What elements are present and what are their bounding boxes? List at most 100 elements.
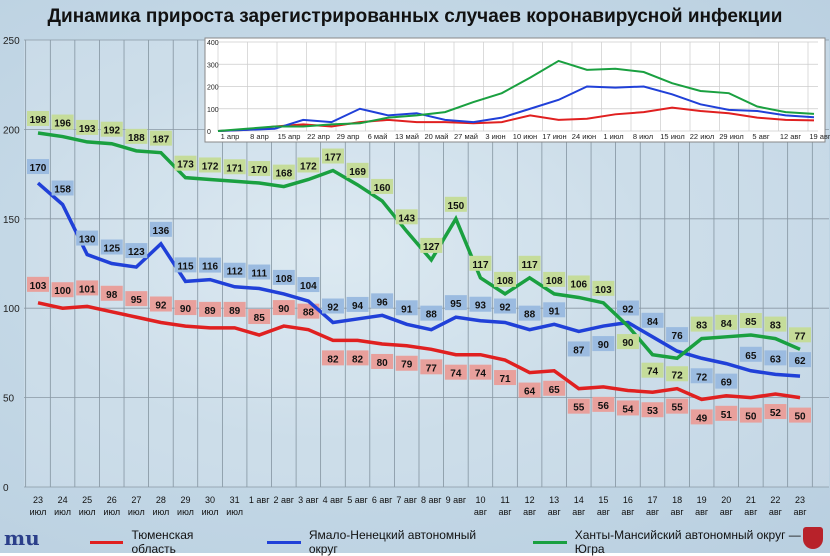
- data-label-bg: [494, 298, 517, 314]
- data-label: 51: [721, 410, 733, 421]
- data-label: 54: [622, 404, 634, 415]
- data-label-bg: [76, 119, 99, 135]
- data-label-bg: [518, 255, 541, 271]
- data-label: 71: [499, 374, 511, 385]
- data-label: 64: [524, 387, 536, 398]
- data-label-bg: [297, 157, 320, 173]
- data-label: 100: [54, 286, 71, 297]
- data-label-bg: [223, 301, 246, 317]
- x-tick-label: 2 авг: [274, 495, 295, 505]
- data-label-bg: [444, 364, 467, 380]
- data-label: 52: [770, 408, 782, 419]
- series-line-2: [37, 131, 801, 361]
- x-tick-label: июл: [202, 507, 219, 517]
- data-label-bg: [272, 269, 295, 285]
- data-label: 90: [278, 304, 290, 315]
- data-label: 85: [745, 317, 757, 328]
- inset-x-tick-label: 20 май: [425, 132, 449, 141]
- x-tick-label: авг: [671, 507, 685, 517]
- x-tick-label: 21: [746, 495, 756, 505]
- data-label-bg: [297, 277, 320, 293]
- data-label: 115: [177, 261, 194, 272]
- data-label-bg: [27, 110, 49, 126]
- data-label-bg: [469, 364, 492, 380]
- data-label-bg: [690, 368, 713, 384]
- data-label: 103: [30, 281, 47, 292]
- inset-x-tick-label: 13 май: [395, 132, 419, 141]
- data-label-bg: [715, 405, 738, 421]
- data-label: 88: [303, 308, 315, 319]
- data-label-bg: [666, 366, 689, 382]
- data-label: 171: [226, 163, 243, 174]
- data-label-bg: [199, 301, 222, 317]
- data-label: 170: [251, 165, 268, 176]
- legend: Тюменская область Ямало-Ненецкий автономн…: [90, 528, 830, 556]
- x-tick-label: 25: [82, 495, 92, 505]
- data-label: 106: [570, 279, 587, 290]
- data-label: 90: [180, 304, 192, 315]
- data-label-bg: [248, 309, 271, 325]
- data-label: 55: [672, 403, 684, 414]
- data-label-bg: [641, 362, 664, 378]
- data-label: 143: [398, 213, 415, 224]
- data-label-bg: [346, 296, 369, 312]
- data-label-bg: [174, 257, 197, 273]
- data-label: 72: [672, 370, 684, 381]
- inset-x-tick-label: 29 июл: [719, 132, 743, 141]
- data-label: 50: [794, 412, 806, 423]
- x-tick-label: 9 авг: [446, 495, 467, 505]
- inset-x-tick-label: 1 июл: [603, 132, 623, 141]
- data-label-bg: [764, 404, 787, 420]
- legend-label: Ямало-Ненецкий автономный округ: [308, 528, 477, 556]
- data-label: 69: [721, 378, 733, 389]
- data-label: 116: [202, 262, 219, 273]
- data-label-bg: [27, 276, 49, 292]
- data-label: 89: [205, 306, 217, 317]
- legend-item: Ямало-Ненецкий автономный округ: [267, 528, 505, 556]
- inset-y-tick-label: 400: [207, 40, 219, 47]
- x-tick-label: июл: [226, 507, 243, 517]
- data-label: 172: [300, 161, 317, 172]
- x-tick-label: июл: [79, 507, 96, 517]
- data-label-bg: [346, 350, 369, 366]
- data-label: 160: [374, 183, 391, 194]
- x-tick-label: авг: [498, 507, 512, 517]
- x-tick-label: 7 авг: [396, 495, 417, 505]
- inset-y-tick-label: 300: [207, 62, 219, 69]
- x-tick-label: авг: [769, 507, 783, 517]
- x-tick-label: июл: [177, 507, 194, 517]
- data-label-bg: [371, 293, 394, 309]
- y-tick-label: 50: [3, 394, 15, 405]
- legend-item: Тюменская область: [90, 528, 239, 556]
- data-label: 108: [546, 276, 563, 287]
- data-label-bg: [420, 305, 443, 321]
- data-label: 130: [79, 235, 96, 246]
- data-label: 117: [522, 260, 539, 271]
- data-label: 55: [573, 403, 585, 414]
- x-tick-label: авг: [793, 507, 807, 517]
- data-label-bg: [371, 178, 394, 194]
- inset-x-tick-label: 1 апр: [221, 132, 240, 141]
- data-label-bg: [641, 402, 664, 418]
- data-label: 196: [54, 119, 71, 130]
- x-tick-label: авг: [744, 507, 758, 517]
- data-label-bg: [100, 239, 123, 255]
- inset-x-tick-label: 27 май: [454, 132, 478, 141]
- data-label: 158: [54, 184, 71, 195]
- inset-x-tick-label: 24 июн: [572, 132, 596, 141]
- data-label-bg: [420, 237, 443, 253]
- inset-x-tick-label: 15 июл: [660, 132, 684, 141]
- x-tick-label: 18: [672, 495, 682, 505]
- data-label-bg: [494, 271, 517, 287]
- x-tick-label: авг: [572, 507, 586, 517]
- x-tick-label: 23: [795, 495, 805, 505]
- legend-item: Ханты-Мансийский автономный округ — Югра: [533, 528, 830, 556]
- x-tick-label: авг: [597, 507, 611, 517]
- data-label: 91: [401, 304, 413, 315]
- data-label-bg: [616, 400, 639, 416]
- y-tick-label: 150: [3, 215, 20, 226]
- data-label-bg: [518, 305, 541, 321]
- emblem-icon: [803, 527, 823, 549]
- data-label: 90: [598, 340, 610, 351]
